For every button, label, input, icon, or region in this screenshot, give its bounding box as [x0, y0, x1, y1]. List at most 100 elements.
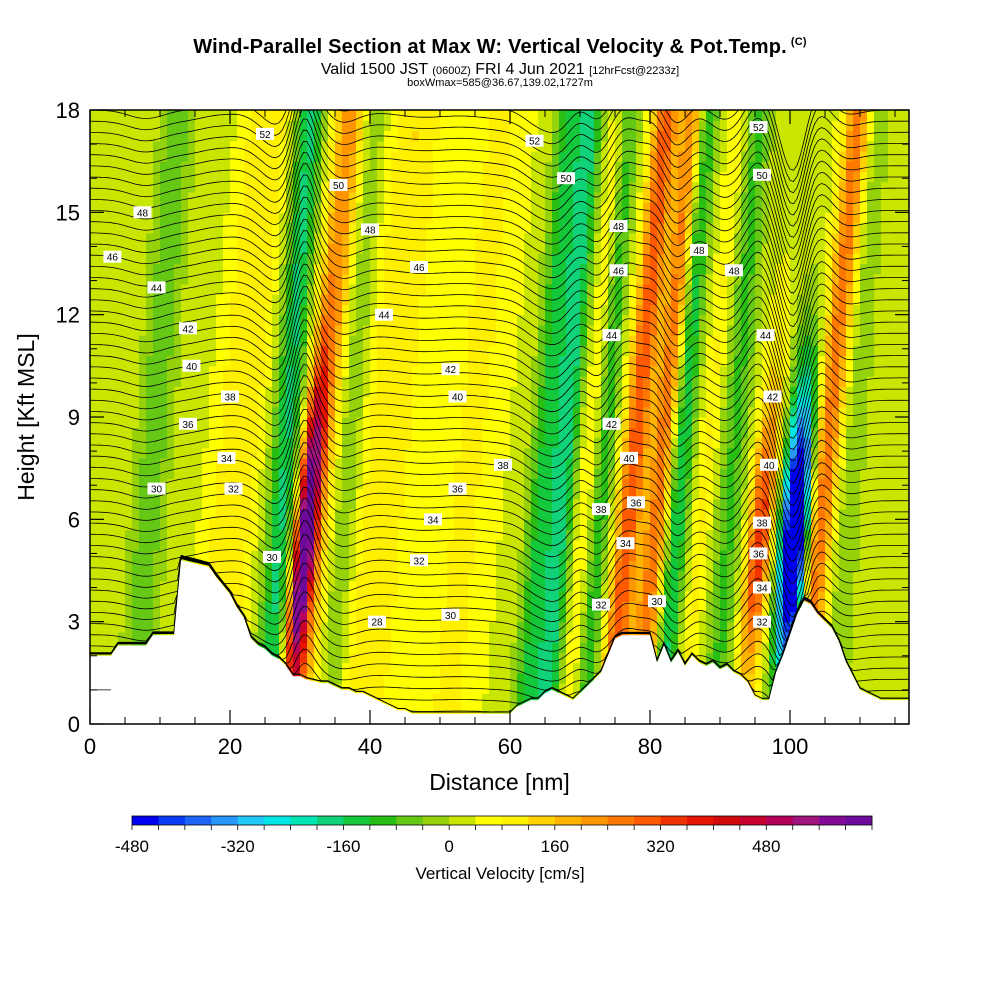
velocity-cell [286, 324, 294, 336]
velocity-cell [538, 345, 546, 357]
velocity-cell [293, 642, 301, 653]
velocity-cell [202, 324, 210, 336]
velocity-cell [286, 601, 294, 613]
velocity-cell [139, 611, 147, 623]
velocity-cell [391, 427, 399, 439]
velocity-cell [461, 642, 469, 653]
velocity-cell [524, 191, 532, 203]
velocity-cell [636, 601, 644, 613]
velocity-cell [531, 662, 539, 674]
velocity-cell [314, 110, 322, 121]
velocity-cell [370, 376, 378, 387]
velocity-cell [545, 447, 553, 459]
velocity-cell [237, 570, 245, 582]
velocity-cell [489, 396, 497, 408]
velocity-cell [314, 406, 322, 418]
velocity-cell [405, 263, 413, 275]
velocity-cell [426, 652, 434, 664]
velocity-cell [146, 406, 154, 418]
velocity-cell [524, 386, 532, 398]
velocity-cell [216, 509, 224, 520]
velocity-cell [580, 212, 588, 224]
velocity-cell [328, 396, 336, 408]
velocity-cell [384, 590, 392, 602]
velocity-cell [160, 181, 168, 193]
velocity-cell [636, 488, 644, 500]
velocity-cell [419, 396, 427, 408]
velocity-cell [195, 181, 203, 193]
velocity-cell [447, 202, 455, 213]
velocity-cell [419, 417, 427, 428]
velocity-cell [482, 621, 490, 633]
velocity-cell [594, 181, 602, 193]
velocity-cell [244, 539, 252, 551]
velocity-cell [580, 631, 588, 643]
velocity-cell [90, 202, 98, 213]
velocity-cell [251, 376, 259, 387]
velocity-cell [160, 202, 168, 213]
velocity-cell [412, 120, 420, 132]
velocity-cell [258, 376, 266, 387]
velocity-cell [244, 580, 252, 592]
velocity-cell [363, 212, 371, 224]
velocity-cell [181, 335, 189, 346]
velocity-cell [664, 304, 672, 316]
velocity-cell [321, 212, 329, 224]
velocity-cell [132, 181, 140, 193]
velocity-cell [146, 519, 154, 531]
velocity-cell [496, 539, 504, 551]
velocity-cell [90, 519, 98, 531]
velocity-cell [314, 601, 322, 613]
velocity-cell [405, 652, 413, 664]
velocity-cell [370, 478, 378, 490]
velocity-cell [272, 345, 280, 357]
velocity-cell [559, 191, 567, 203]
velocity-cell [384, 672, 392, 684]
velocity-cell [517, 130, 525, 142]
velocity-cell [517, 243, 525, 254]
velocity-cell [195, 335, 203, 346]
velocity-cell [433, 243, 441, 254]
velocity-cell [482, 611, 490, 623]
velocity-cell [643, 222, 651, 234]
velocity-cell [230, 314, 238, 326]
velocity-cell [496, 386, 504, 398]
velocity-cell [300, 161, 308, 172]
velocity-cell [188, 294, 196, 306]
velocity-cell [265, 110, 273, 121]
velocity-cell [146, 427, 154, 439]
velocity-cell [573, 672, 581, 684]
velocity-cell [510, 365, 518, 377]
velocity-cell [524, 580, 532, 592]
velocity-cell [356, 140, 364, 152]
velocity-cell [195, 345, 203, 357]
velocity-cell [510, 519, 518, 531]
velocity-cell [461, 253, 469, 265]
velocity-cell [111, 283, 119, 295]
velocity-cell [398, 621, 406, 633]
velocity-cell [531, 447, 539, 459]
velocity-cell [265, 570, 273, 582]
velocity-cell [342, 560, 350, 572]
velocity-cell [566, 468, 574, 479]
velocity-cell [545, 478, 553, 490]
velocity-cell [419, 140, 427, 152]
velocity-cell [461, 130, 469, 142]
velocity-cell [272, 642, 280, 653]
velocity-cell [370, 468, 378, 479]
velocity-cell [545, 191, 553, 203]
velocity-cell [258, 396, 266, 408]
velocity-cell [188, 222, 196, 234]
velocity-cell [650, 447, 658, 459]
velocity-cell [111, 324, 119, 336]
velocity-cell [265, 212, 273, 224]
velocity-cell [622, 150, 630, 162]
velocity-cell [566, 273, 574, 285]
velocity-cell [405, 693, 413, 705]
velocity-cell [279, 140, 287, 152]
velocity-cell [391, 529, 399, 541]
velocity-cell [258, 417, 266, 428]
velocity-cell [370, 365, 378, 377]
velocity-cell [426, 161, 434, 172]
velocity-cell [461, 335, 469, 346]
